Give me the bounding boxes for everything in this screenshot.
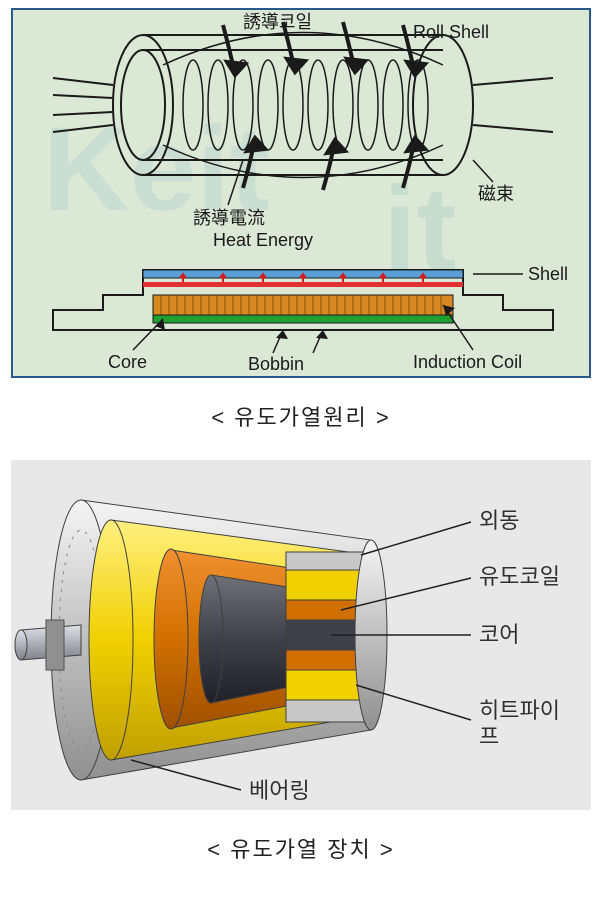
label-core-kr: 코어 (479, 622, 519, 647)
caption-figure2: < 유도가열 장치 > (11, 810, 591, 892)
label-bobbin: Bobbin (248, 354, 304, 374)
label-induced-current: 誘導電流 (193, 208, 265, 228)
label-bearing: 베어링 (249, 778, 310, 803)
label-heat-pipe-2: 프 (479, 724, 499, 749)
label-heat-pipe-1: 히트파이 (479, 698, 560, 723)
figure-induction-device: 외동 유도코일 코어 히트파이 프 베어링 (11, 460, 591, 810)
label-roll-shell: Roll Shell (413, 22, 489, 42)
induction-device-svg: 외동 유도코일 코어 히트파이 프 베어링 (11, 460, 591, 810)
label-core: Core (108, 352, 147, 372)
label-induction-coil-kr: 誘導코일 (243, 12, 312, 32)
cross-section: Shell Core Bobbin Induction Coil (53, 264, 568, 374)
label-shell: Shell (528, 264, 568, 284)
caption-figure1: < 유도가열원리 > (11, 378, 591, 460)
label-induction-coil-kr2: 유도코일 (479, 564, 560, 589)
label-heat-energy: Heat Energy (213, 230, 313, 250)
label-magnetic-flux: 磁束 (478, 184, 514, 204)
figure-induction-principle: Keit it (11, 8, 591, 378)
induction-principle-svg: Keit it (13, 10, 589, 376)
label-induction-coil-en: Induction Coil (413, 352, 522, 372)
label-outer-cylinder: 외동 (479, 508, 519, 533)
